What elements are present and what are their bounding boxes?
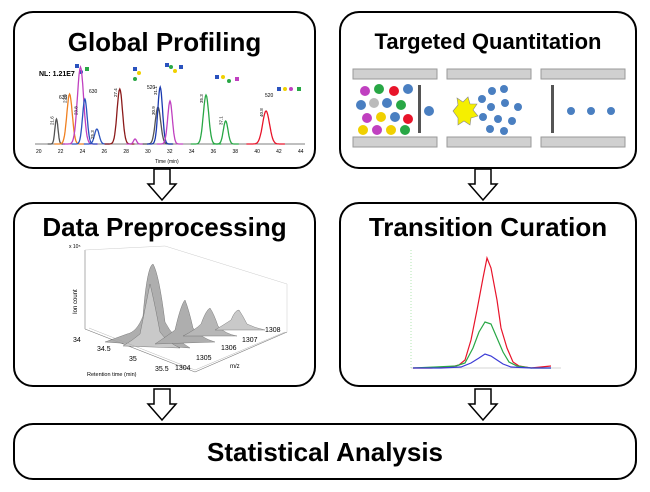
chromatogram-peak xyxy=(212,120,239,145)
mz-axis-label: m/z xyxy=(230,364,240,370)
x-tick-label: 26 xyxy=(102,149,108,155)
fragment-ions xyxy=(478,85,522,135)
arrow-down-icon xyxy=(467,388,499,422)
svg-text:1308: 1308 xyxy=(265,327,281,334)
peak-label: 25.3 xyxy=(90,130,95,139)
z-axis-label: Ion count xyxy=(73,289,79,314)
global-profiling-title: Global Profiling xyxy=(67,27,262,57)
mass-label-4: 520 xyxy=(265,93,274,99)
collision-burst-icon xyxy=(452,96,479,126)
quadrupole-diagram xyxy=(352,68,626,148)
arrow-down-icon xyxy=(467,168,499,202)
arrow-down-icon xyxy=(146,388,178,422)
statistical-analysis-title: Statistical Analysis xyxy=(206,437,444,467)
svg-text:34.5: 34.5 xyxy=(97,346,111,353)
rt-axis-label: Retention time (min) xyxy=(87,372,137,378)
x-tick-label: 20 xyxy=(36,149,42,155)
x-tick-label: 24 xyxy=(80,149,86,155)
chromatogram-peak xyxy=(54,92,85,145)
x-tick-label: 40 xyxy=(254,149,260,155)
x-tick-label: 44 xyxy=(298,149,304,155)
chromatogram-peak xyxy=(126,138,144,145)
mixed-ions xyxy=(356,84,413,135)
peak-label: 35.3 xyxy=(199,94,204,103)
chromatogram-peak xyxy=(147,84,173,145)
blue-trace xyxy=(413,353,551,369)
data-preprocessing-box: Data Preprocessing x 10⁵ Ion count 34 34… xyxy=(13,202,316,387)
x-tick-label: 22 xyxy=(58,149,64,155)
x-tick-label: 28 xyxy=(123,149,129,155)
mass-label-3: 520 xyxy=(147,85,156,91)
peak-label: 31.1 xyxy=(153,86,158,95)
svg-text:35.5: 35.5 xyxy=(155,366,169,373)
chromatogram-x-ticks: 20 22 24 26 28 30 32 34 36 38 40 42 44 xyxy=(36,149,304,155)
chromatogram-peak xyxy=(71,97,98,145)
x-tick-label: 38 xyxy=(233,149,239,155)
peak-label: 27.4 xyxy=(113,88,118,97)
chromatogram-peak xyxy=(47,117,65,145)
mz-ticks: 1304 1305 1306 1307 1308 xyxy=(175,327,281,372)
peak-label: 40.8 xyxy=(259,108,264,117)
chromatogram-peak xyxy=(190,93,222,145)
peak-label: 22.8 xyxy=(63,94,68,103)
transition-traces xyxy=(410,250,561,369)
red-trace xyxy=(413,255,552,369)
x-axis-label: Time (min) xyxy=(155,159,179,165)
targeted-quantitation-box: Targeted Quantitation xyxy=(339,11,637,169)
statistical-analysis-box: Statistical Analysis xyxy=(13,423,637,480)
chromatogram-peaks xyxy=(47,64,285,145)
exponent-label: x 10⁵ xyxy=(69,244,81,250)
x-tick-label: 32 xyxy=(167,149,173,155)
peak-label: 21.6 xyxy=(50,116,55,125)
peak-label: 37.1 xyxy=(219,116,224,125)
nl-label: NL: 1.21E7 xyxy=(39,71,75,78)
svg-text:1304: 1304 xyxy=(175,365,191,372)
chromatogram-peak-labels: 21.6 22.8 23.8 25.3 27.4 30.9 31.1 35.3 37.1 40.8 xyxy=(50,86,265,139)
svg-text:35: 35 xyxy=(129,356,137,363)
transition-curation-box: Transition Curation xyxy=(339,202,637,387)
green-trace xyxy=(412,321,551,369)
selected-ions xyxy=(567,107,615,115)
x-tick-label: 34 xyxy=(189,149,195,155)
surface-peaks xyxy=(88,263,286,371)
peak-label: 30.9 xyxy=(151,106,156,115)
x-tick-label: 30 xyxy=(145,149,151,155)
rt-ticks: 34 34.5 35 35.5 xyxy=(73,337,169,373)
peak-label: 23.8 xyxy=(74,106,79,115)
chromatogram: NL: 1.21E7 21.6 22.8 23.8 25.3 27.4 30.9 31.1 3… xyxy=(35,63,305,165)
svg-text:1307: 1307 xyxy=(242,337,258,344)
chromatogram-peak xyxy=(246,110,285,145)
x-tick-label: 42 xyxy=(276,149,282,155)
mass-label-2: 630 xyxy=(89,89,98,95)
svg-text:1306: 1306 xyxy=(221,345,237,352)
targeted-quantitation-title: Targeted Quantitation xyxy=(374,29,602,54)
transition-curation-title: Transition Curation xyxy=(368,212,608,242)
x-tick-label: 36 xyxy=(211,149,217,155)
chromatogram-peak xyxy=(104,87,135,145)
global-profiling-box: Global Profiling NL: 1.21E7 21.6 22.8 23.8… xyxy=(13,11,316,169)
arrow-down-icon xyxy=(146,168,178,202)
data-preprocessing-title: Data Preprocessing xyxy=(42,212,287,242)
svg-text:1305: 1305 xyxy=(196,355,212,362)
svg-text:34: 34 xyxy=(73,337,81,344)
chromatogram-peak xyxy=(156,99,184,145)
surface-plot: x 10⁵ Ion count 34 34.5 35 35.5 Retentio… xyxy=(69,244,288,378)
mass-label-1: 630 xyxy=(59,95,68,101)
glycan-icons xyxy=(75,63,301,91)
